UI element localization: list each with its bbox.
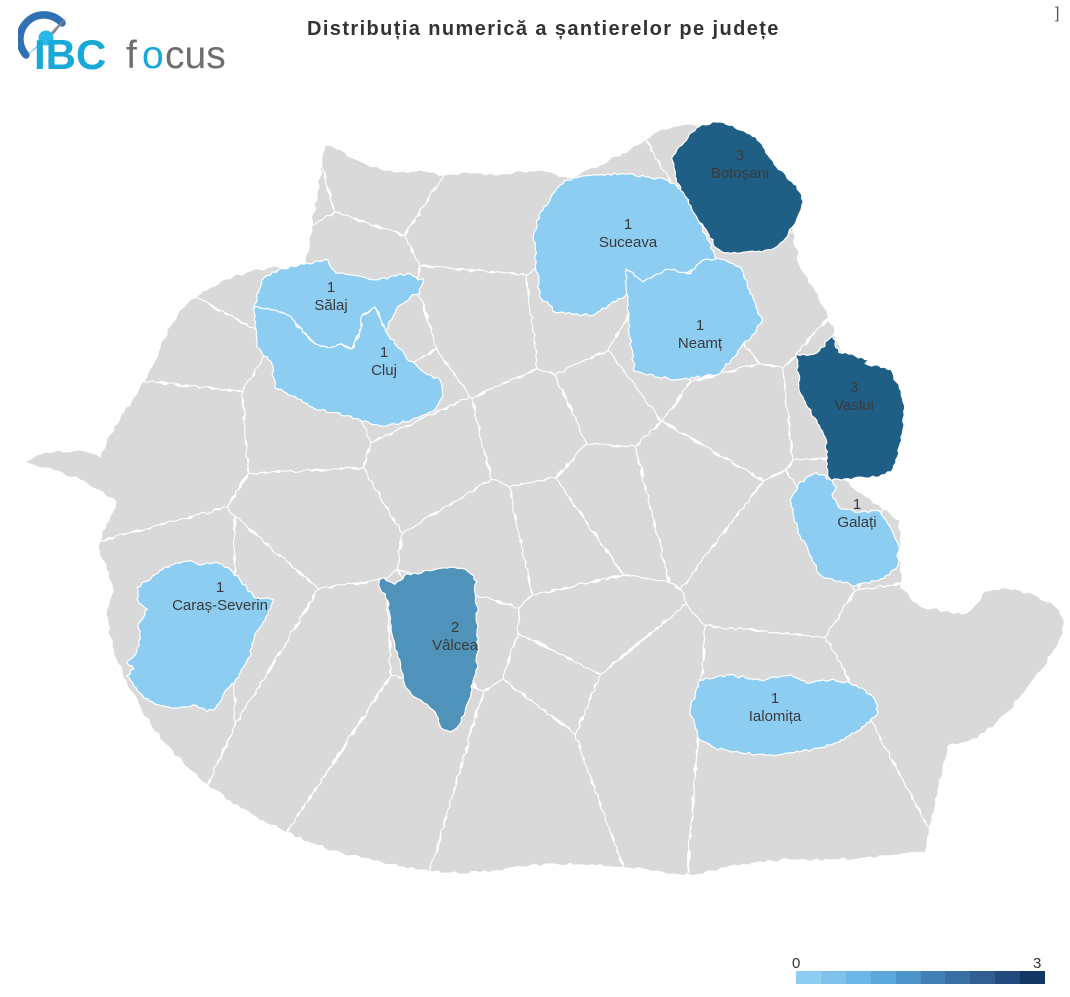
svg-text:Vâlcea: Vâlcea bbox=[432, 637, 479, 654]
svg-text:Botoșani: Botoșani bbox=[711, 165, 769, 182]
svg-text:Vaslui: Vaslui bbox=[834, 397, 874, 414]
svg-text:2: 2 bbox=[451, 619, 459, 636]
svg-text:1: 1 bbox=[771, 690, 779, 707]
svg-text:1: 1 bbox=[380, 344, 388, 361]
svg-text:Ialomița: Ialomița bbox=[749, 708, 802, 725]
svg-text:1: 1 bbox=[327, 279, 335, 296]
svg-text:Neamț: Neamț bbox=[678, 335, 723, 352]
svg-text:1: 1 bbox=[696, 317, 704, 334]
svg-text:3: 3 bbox=[850, 379, 858, 396]
svg-text:Suceava: Suceava bbox=[599, 234, 658, 251]
svg-text:1: 1 bbox=[853, 496, 861, 513]
svg-text:Sălaj: Sălaj bbox=[314, 297, 347, 314]
svg-text:1: 1 bbox=[624, 216, 632, 233]
svg-text:Caraș-Severin: Caraș-Severin bbox=[172, 597, 268, 614]
svg-text:3: 3 bbox=[736, 147, 744, 164]
svg-text:Galați: Galați bbox=[837, 514, 876, 531]
svg-text:Cluj: Cluj bbox=[371, 362, 397, 379]
svg-text:1: 1 bbox=[216, 579, 224, 596]
